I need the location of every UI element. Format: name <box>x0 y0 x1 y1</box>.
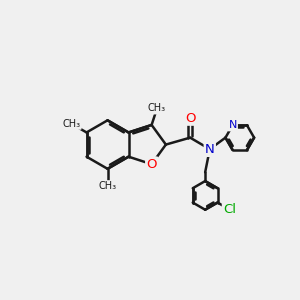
Text: CH₃: CH₃ <box>98 181 117 191</box>
Text: N: N <box>205 143 214 156</box>
Text: CH₃: CH₃ <box>62 119 81 129</box>
Text: O: O <box>146 158 157 171</box>
Text: O: O <box>185 112 195 124</box>
Text: CH₃: CH₃ <box>148 103 166 113</box>
Text: Cl: Cl <box>223 203 236 216</box>
Text: N: N <box>229 120 237 130</box>
